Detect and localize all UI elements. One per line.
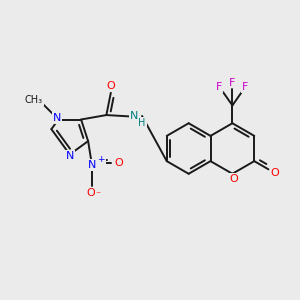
Text: F: F [242, 82, 249, 92]
Text: ⁻: ⁻ [96, 190, 101, 200]
Text: +: + [98, 155, 105, 164]
Text: F: F [229, 77, 236, 88]
Text: O: O [230, 174, 238, 184]
Text: O: O [87, 188, 95, 198]
Text: H: H [138, 118, 146, 128]
Text: N: N [53, 113, 61, 123]
Text: N: N [130, 111, 138, 121]
Text: O: O [271, 168, 279, 178]
Text: N: N [66, 151, 74, 161]
Text: CH₃: CH₃ [25, 95, 43, 105]
Text: F: F [216, 82, 223, 92]
Text: O: O [114, 158, 123, 168]
Text: N: N [88, 160, 97, 170]
Text: O: O [106, 81, 115, 91]
